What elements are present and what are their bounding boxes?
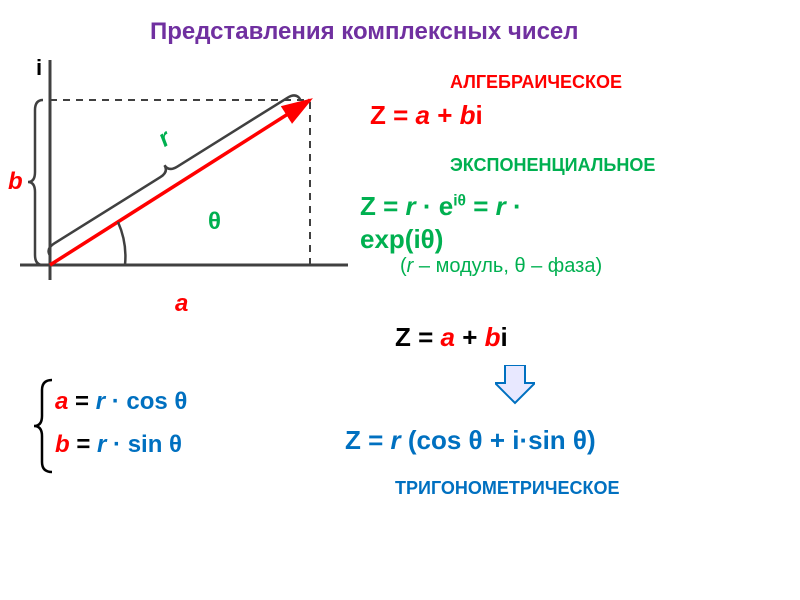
brace-ab [32,378,56,474]
vector-r [50,100,310,265]
label-a: a [175,290,188,318]
diagram-svg [10,50,350,310]
exponential-note: (r – модуль, θ – фаза) [400,255,602,278]
alg-z: Z = [370,100,416,130]
page-title: Представления комплексных чисел [150,18,579,46]
b-sin: · sin θ [106,431,182,458]
a-def: a = r · cos θ [55,380,187,423]
a-cos: · cos θ [105,388,187,415]
brace-r [42,86,301,256]
exp-r1: r [406,191,416,221]
exp-dot2: · [506,191,522,221]
exp-sup: iθ [453,192,466,209]
ab-definitions: a = r · cos θ b = r · sin θ [55,380,187,466]
angle-arc [118,222,125,265]
exponential-formula: Z = r · eiθ = r · exp(iθ) [360,190,522,255]
a-eq: = [68,388,95,415]
alg-a: a [416,100,430,130]
t2-r: r [391,425,408,455]
brace-b [28,100,43,265]
arrow-path [495,365,535,403]
trig-formula-2: Z = r (cos θ + i·sin θ) [345,425,596,456]
t2-z: Z = [345,425,391,455]
down-arrow-icon [495,365,535,405]
label-b: b [8,168,23,196]
label-theta: θ [208,208,221,236]
exp-r2: r [496,191,506,221]
complex-plane-diagram [10,50,350,310]
b-def: b = r · sin θ [55,423,187,466]
trig-formula-1: Z = a + bi [395,322,508,353]
t1-b: b [485,322,501,352]
exp-line2: exp(iθ) [360,224,443,254]
algebraic-label: АЛГЕБРАИЧЕСКОЕ [450,72,622,93]
note-pre: ( [400,255,407,277]
a-r: r [96,388,105,415]
b-r: r [97,431,106,458]
exp-z: Z = [360,191,406,221]
alg-plus: + [430,100,460,130]
t1-plus: + [455,322,485,352]
brace-path [34,380,52,472]
note-mid: – модуль, θ – фаза) [413,255,602,277]
b-eq: = [70,431,97,458]
t1-a: a [441,322,455,352]
exp-dot1: · e [416,191,454,221]
title-text: Представления комплексных чисел [150,18,579,45]
exponential-label: ЭКСПОНЕНЦИАЛЬНОЕ [450,155,655,176]
t2-rest: (cos θ + i·sin θ) [408,425,596,455]
label-i: i [36,55,42,81]
a-lhs: a [55,388,68,415]
t1-i: i [501,322,508,352]
alg-i: i [476,100,483,130]
exp-mid: = [466,191,496,221]
brace-r-group [42,86,301,256]
b-lhs: b [55,431,70,458]
algebraic-formula: Z = a + bi [370,100,483,131]
alg-b: b [460,100,476,130]
t1-z: Z = [395,322,441,352]
trig-label: ТРИГОНОМЕТРИЧЕСКОЕ [395,478,620,499]
